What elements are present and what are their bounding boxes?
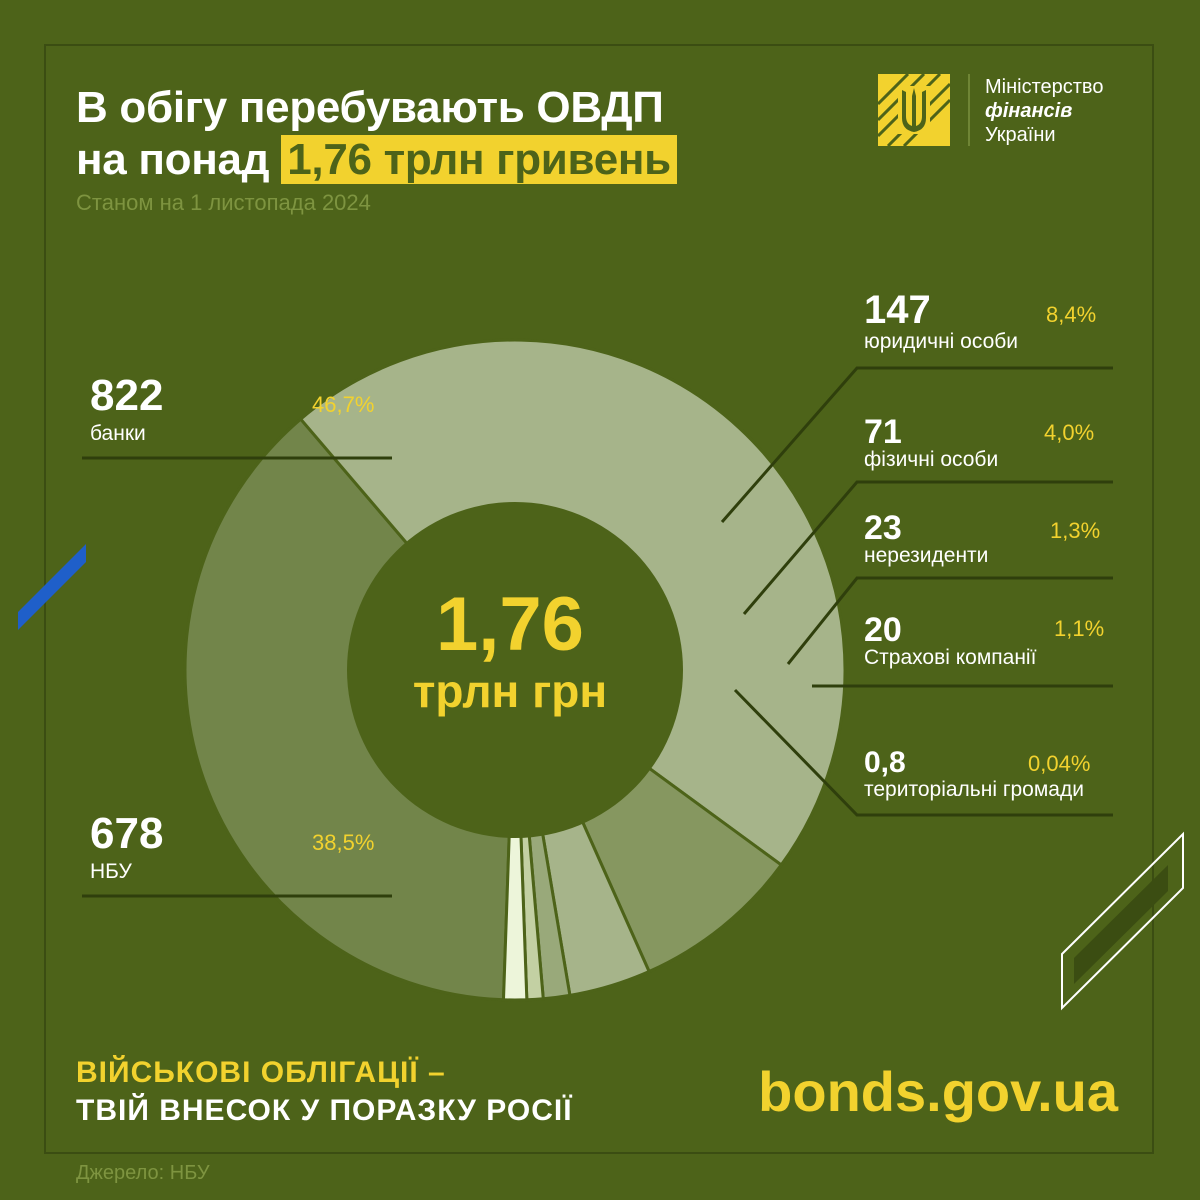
nonresidents-percent: 1,3% xyxy=(1050,518,1101,543)
title-highlight: 1,76 трлн гривень xyxy=(281,135,677,184)
title-line-1: В обігу перебувають ОВДП xyxy=(76,83,664,132)
banks-percent: 46,7% xyxy=(312,392,375,417)
source-note: Джерело: НБУ xyxy=(76,1162,210,1184)
banks-label: банки xyxy=(90,422,146,445)
insurance-label: Страхові компанії xyxy=(864,646,1037,669)
title-line-2: на понад 1,76 трлн гривень xyxy=(76,134,677,186)
center-total-unit: трлн грн xyxy=(412,665,608,717)
leader-legal-entities xyxy=(720,366,1113,523)
individuals-value: 71 xyxy=(864,413,902,451)
individuals-percent: 4,0% xyxy=(1044,420,1095,445)
ministry-line-3: України xyxy=(985,124,1056,146)
trident-icon xyxy=(876,72,952,148)
communities-label: територіальні громади xyxy=(864,778,1084,801)
communities-percent: 0,04% xyxy=(1028,751,1091,776)
nonresidents-label: нерезиденти xyxy=(864,544,989,567)
nbu-label: НБУ xyxy=(90,860,132,883)
ministry-line-1: Міністерство xyxy=(985,76,1104,98)
nonresidents-value: 23 xyxy=(864,509,902,547)
website-link[interactable]: bonds.gov.ua xyxy=(758,1060,1118,1123)
title-prefix: на понад xyxy=(76,135,282,184)
ministry-name: Міністерство фінансів України xyxy=(985,75,1103,147)
legal-entities-value: 147 xyxy=(864,288,931,332)
individuals-label: фізичні особи xyxy=(864,448,999,471)
slogan-line-1: ВІЙСЬКОВІ ОБЛІГАЦІЇ – xyxy=(76,1056,446,1089)
leader-individuals xyxy=(742,480,1113,615)
insurance-value: 20 xyxy=(864,611,902,649)
legal-entities-percent: 8,4% xyxy=(1046,302,1097,327)
leader-nonresidents xyxy=(786,576,1113,665)
banks-value: 822 xyxy=(90,371,164,420)
communities-value: 0,8 xyxy=(864,746,906,779)
leader-communities xyxy=(733,688,1113,817)
insurance-percent: 1,1% xyxy=(1054,616,1105,641)
logo-divider xyxy=(968,74,970,146)
donut-hole xyxy=(347,502,683,838)
blue-stripe-decoration xyxy=(18,544,86,630)
ministry-line-2: фінансів xyxy=(985,100,1073,122)
corner-parallelogram-fill xyxy=(1074,865,1168,984)
legal-entities-label: юридичні особи xyxy=(864,330,1019,353)
corner-parallelogram-decoration xyxy=(1061,831,1184,1011)
nbu-value: 678 xyxy=(90,809,164,858)
slice-nbu xyxy=(183,416,517,1002)
date-subtitle: Станом на 1 листопада 2024 xyxy=(76,190,371,215)
center-total-value: 1,76 xyxy=(436,582,584,667)
nbu-percent: 38,5% xyxy=(312,830,375,855)
page-title: В обігу перебувають ОВДП на понад 1,76 т… xyxy=(76,82,677,186)
slogan-line-2: ТВІЙ ВНЕСОК У ПОРАЗКУ РОСІЇ xyxy=(76,1094,573,1127)
